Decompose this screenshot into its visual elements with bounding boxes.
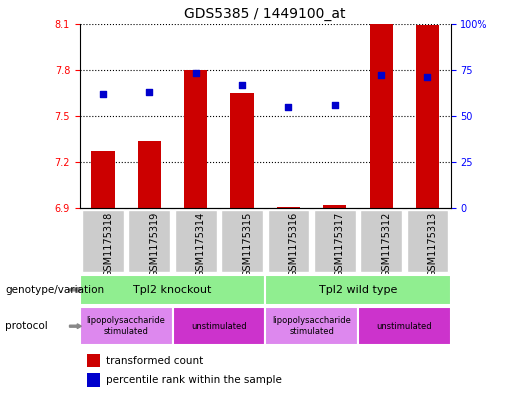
Bar bbox=[87, 373, 100, 387]
FancyBboxPatch shape bbox=[80, 275, 265, 305]
Bar bbox=[92, 151, 114, 208]
Bar bbox=[369, 24, 392, 208]
FancyBboxPatch shape bbox=[265, 307, 358, 345]
Point bbox=[192, 70, 200, 77]
Bar bbox=[184, 70, 207, 208]
Text: GSM1175314: GSM1175314 bbox=[196, 211, 205, 277]
Text: GSM1175315: GSM1175315 bbox=[242, 211, 252, 277]
Bar bbox=[87, 354, 100, 367]
Text: protocol: protocol bbox=[5, 321, 48, 331]
Point bbox=[284, 104, 293, 110]
Text: GSM1175312: GSM1175312 bbox=[381, 211, 391, 277]
Text: GSM1175319: GSM1175319 bbox=[149, 211, 159, 277]
Text: percentile rank within the sample: percentile rank within the sample bbox=[106, 375, 282, 386]
FancyBboxPatch shape bbox=[221, 209, 263, 272]
Text: genotype/variation: genotype/variation bbox=[5, 285, 104, 295]
Text: GSM1175313: GSM1175313 bbox=[427, 211, 437, 277]
Text: Tpl2 wild type: Tpl2 wild type bbox=[319, 285, 397, 295]
Text: lipopolysaccharide
stimulated: lipopolysaccharide stimulated bbox=[272, 316, 351, 336]
Point bbox=[238, 81, 246, 88]
Bar bbox=[138, 141, 161, 208]
Bar bbox=[416, 25, 439, 208]
FancyBboxPatch shape bbox=[406, 209, 448, 272]
Text: transformed count: transformed count bbox=[106, 356, 203, 366]
FancyBboxPatch shape bbox=[314, 209, 355, 272]
FancyBboxPatch shape bbox=[268, 209, 309, 272]
Text: lipopolysaccharide
stimulated: lipopolysaccharide stimulated bbox=[87, 316, 166, 336]
FancyBboxPatch shape bbox=[358, 307, 451, 345]
Text: GSM1175317: GSM1175317 bbox=[335, 211, 345, 277]
FancyBboxPatch shape bbox=[173, 307, 265, 345]
Point bbox=[145, 89, 153, 95]
FancyBboxPatch shape bbox=[265, 275, 451, 305]
FancyBboxPatch shape bbox=[82, 209, 124, 272]
Title: GDS5385 / 1449100_at: GDS5385 / 1449100_at bbox=[184, 7, 346, 21]
FancyBboxPatch shape bbox=[80, 307, 173, 345]
Point bbox=[99, 91, 107, 97]
Text: GSM1175318: GSM1175318 bbox=[103, 211, 113, 277]
Point bbox=[331, 102, 339, 108]
Text: unstimulated: unstimulated bbox=[376, 322, 432, 331]
Text: Tpl2 knockout: Tpl2 knockout bbox=[133, 285, 212, 295]
Text: unstimulated: unstimulated bbox=[191, 322, 247, 331]
Bar bbox=[231, 93, 253, 208]
Text: GSM1175316: GSM1175316 bbox=[288, 211, 298, 277]
Point bbox=[377, 72, 385, 79]
FancyBboxPatch shape bbox=[175, 209, 216, 272]
Bar bbox=[323, 205, 346, 208]
FancyBboxPatch shape bbox=[360, 209, 402, 272]
Bar bbox=[277, 207, 300, 208]
FancyBboxPatch shape bbox=[129, 209, 170, 272]
Point bbox=[423, 74, 432, 80]
